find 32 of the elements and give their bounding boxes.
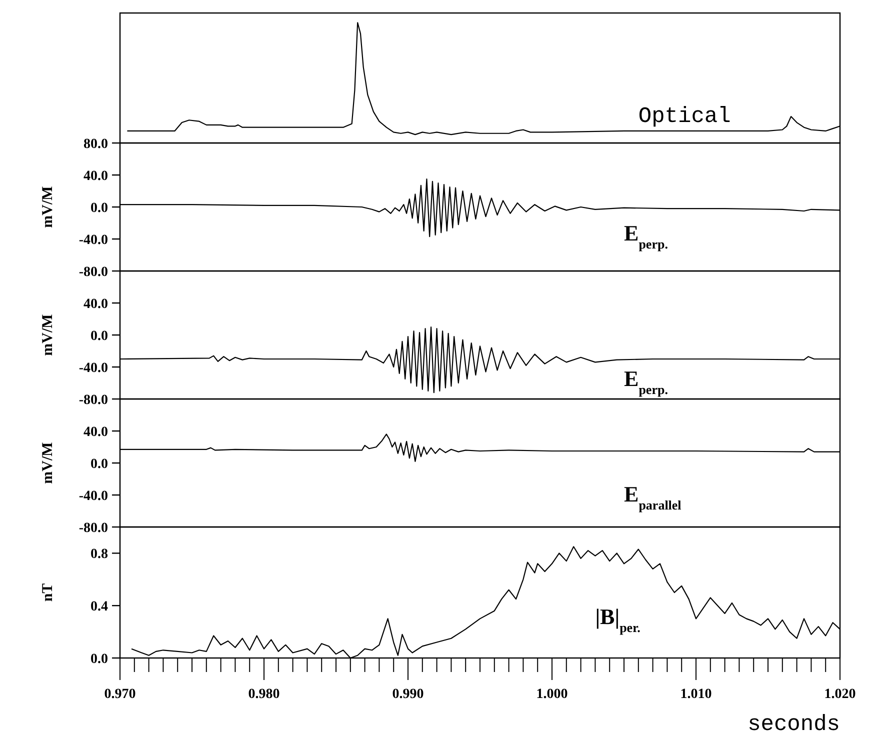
y-tick-label: 0.8 [90, 547, 108, 562]
y-axis-title: mV/M [40, 314, 56, 356]
y-tick-label: 40.0 [84, 168, 108, 184]
y-axis-title: nT [40, 583, 56, 602]
y-tick-label: 0.0 [90, 456, 108, 472]
series-label: E$_{perp.}$ [624, 220, 668, 251]
series-label: |B|$_{per.}$ [595, 604, 640, 634]
x-tick-label: 1.020 [824, 687, 856, 702]
x-tick-label: 0.970 [104, 687, 136, 702]
y-tick-label: 0.0 [90, 652, 108, 667]
y-tick-label: -80.0 [78, 520, 108, 536]
x-tick-label: 0.990 [392, 687, 424, 702]
x-tick-label: 1.000 [536, 687, 568, 702]
x-tick-label: 1.010 [680, 687, 712, 702]
y-tick-label: -40.0 [78, 360, 108, 376]
y-tick-label: -40.0 [78, 232, 108, 248]
y-tick-label: -80.0 [78, 264, 108, 280]
y-tick-label: 0.0 [90, 200, 108, 216]
y-tick-label: 40.0 [84, 296, 108, 312]
y-axis-title: mV/M [40, 442, 56, 484]
x-tick-label: 0.980 [248, 687, 280, 702]
y-tick-label: -80.0 [78, 392, 108, 408]
series-label: E$_{perp.}$ [624, 366, 668, 397]
x-axis-title: seconds [748, 712, 840, 737]
y-tick-label: 40.0 [84, 424, 108, 440]
series-label: E$_{parallel}$ [624, 481, 682, 512]
y-tick-label: 0.4 [90, 600, 108, 614]
y-tick-label: 80.0 [84, 136, 108, 152]
y-axis-title: mV/M [40, 186, 56, 228]
y-tick-label: 0.0 [90, 328, 108, 344]
y-tick-label: -40.0 [78, 488, 108, 504]
series-label: Optical [638, 104, 731, 130]
